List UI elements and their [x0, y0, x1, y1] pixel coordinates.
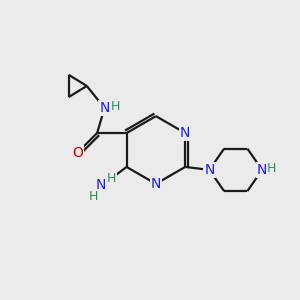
Text: H: H	[267, 162, 276, 175]
Text: N: N	[204, 163, 214, 177]
Text: O: O	[72, 146, 83, 160]
Text: N: N	[99, 101, 110, 115]
Text: N: N	[151, 177, 161, 191]
Text: N: N	[96, 178, 106, 192]
Text: N: N	[204, 163, 214, 177]
Text: N: N	[180, 126, 190, 140]
Text: H: H	[111, 100, 120, 113]
Text: H: H	[88, 190, 98, 203]
Text: N: N	[257, 163, 267, 177]
Text: H: H	[107, 172, 116, 185]
